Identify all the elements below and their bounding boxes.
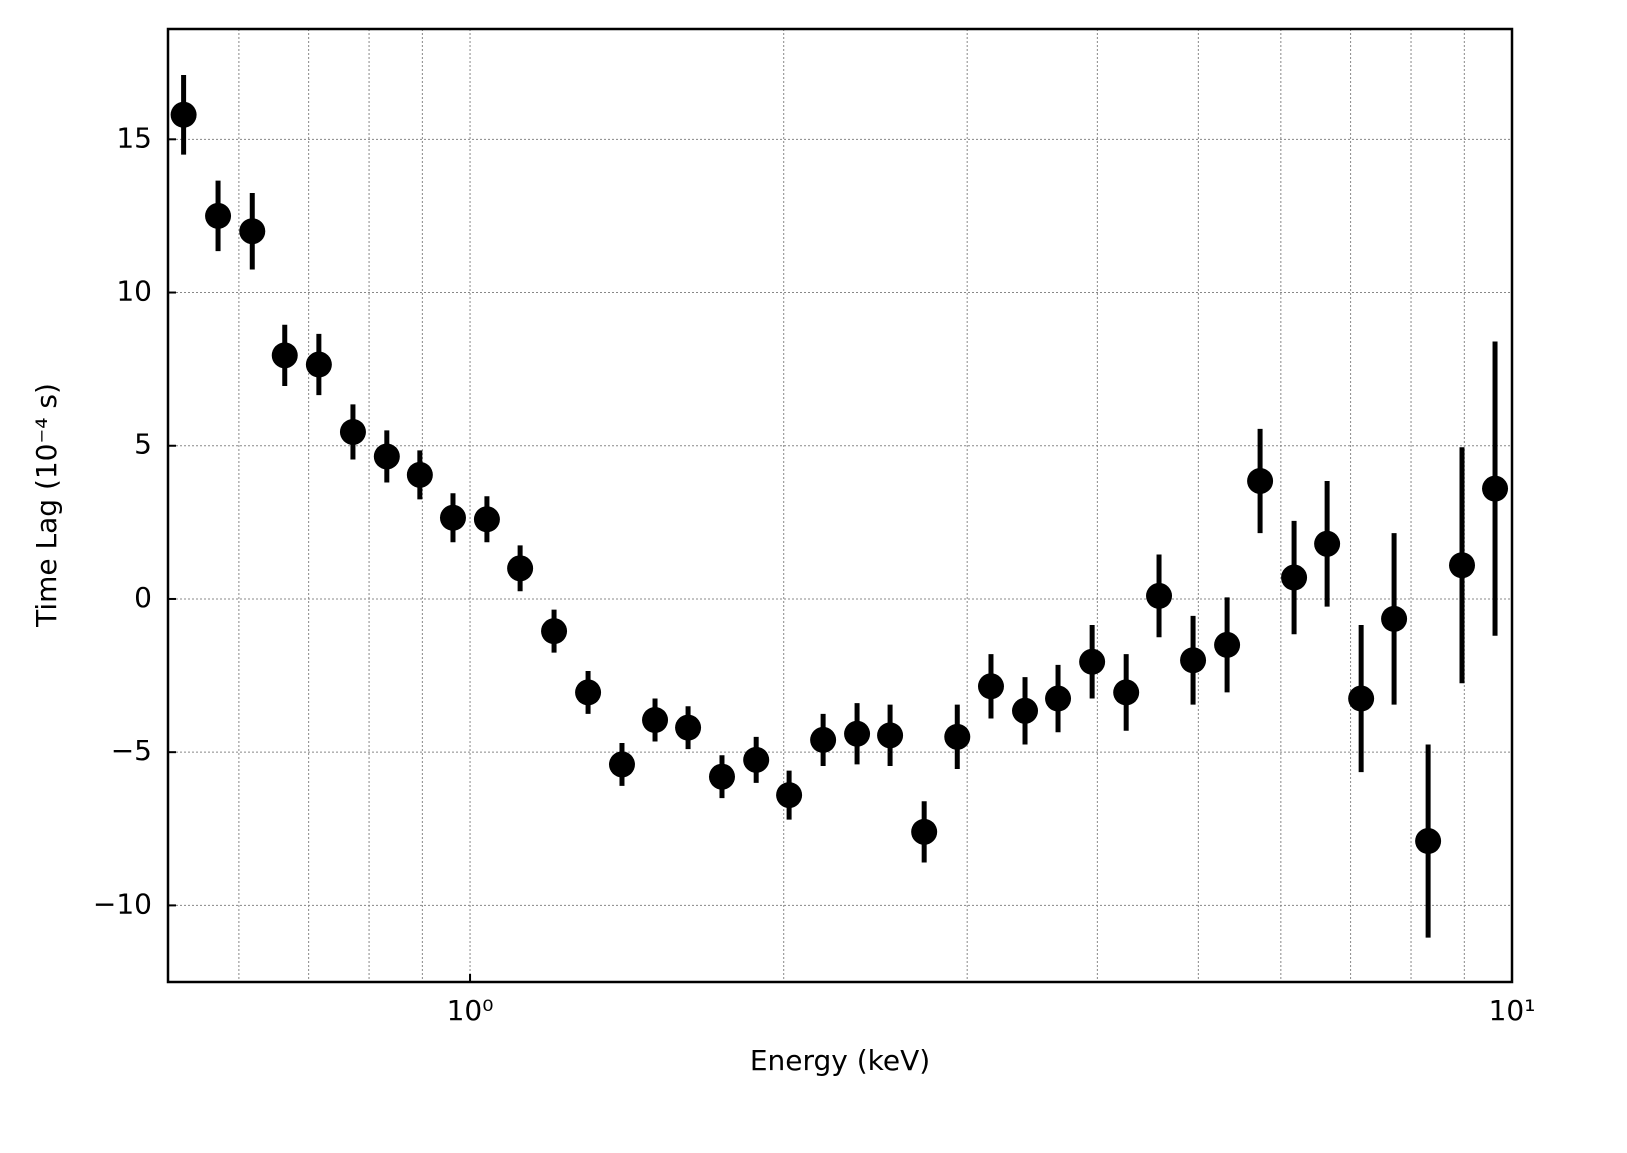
- data-point: [1180, 647, 1207, 674]
- data-point: [977, 673, 1004, 700]
- data-point: [170, 101, 197, 128]
- data-point: [271, 342, 298, 369]
- data-point: [877, 722, 904, 749]
- data-point: [776, 782, 803, 809]
- data-point: [1415, 828, 1442, 855]
- data-point: [844, 720, 871, 747]
- y-tick-label: −5: [111, 734, 152, 767]
- y-tick-label: 5: [134, 428, 152, 461]
- data-point: [575, 679, 602, 706]
- y-tick-label: 10: [116, 275, 152, 308]
- data-point: [406, 461, 433, 488]
- y-tick-label: −10: [93, 887, 152, 920]
- data-point: [1281, 564, 1308, 591]
- data-point: [1482, 475, 1509, 502]
- data-point: [473, 506, 500, 533]
- data-point: [608, 751, 635, 778]
- data-point: [1045, 685, 1072, 712]
- data-point: [1314, 530, 1341, 557]
- data-point: [1381, 605, 1408, 632]
- y-tick-label: 0: [134, 581, 152, 614]
- data-point: [1012, 697, 1039, 724]
- data-point: [675, 714, 702, 741]
- plot-frame: [166, 27, 1514, 984]
- x-axis-label: Energy (keV): [750, 1044, 930, 1077]
- x-tick-label: 10¹: [1489, 994, 1536, 1027]
- data-point: [1348, 685, 1375, 712]
- data-point: [507, 555, 534, 582]
- data-point: [1146, 582, 1173, 609]
- data-point: [205, 202, 232, 229]
- data-point: [373, 443, 400, 470]
- data-point: [743, 746, 770, 773]
- data-point: [1214, 631, 1241, 658]
- y-tick-label: 15: [116, 121, 152, 154]
- data-point: [642, 707, 669, 734]
- data-point: [1113, 679, 1140, 706]
- y-axis-label: Time Lag (10⁻⁴ s): [30, 383, 63, 628]
- data-point: [810, 726, 837, 753]
- data-point: [439, 504, 466, 531]
- data-point: [1449, 552, 1476, 579]
- data-point: [911, 818, 938, 845]
- data-point: [541, 618, 568, 645]
- data-point: [944, 723, 971, 750]
- data-point: [1079, 648, 1106, 675]
- data-point: [708, 763, 735, 790]
- data-point: [305, 351, 332, 378]
- data-point: [239, 218, 266, 245]
- data-point: [1247, 467, 1274, 494]
- x-tick-label: 10⁰: [447, 994, 494, 1027]
- data-point: [339, 418, 366, 445]
